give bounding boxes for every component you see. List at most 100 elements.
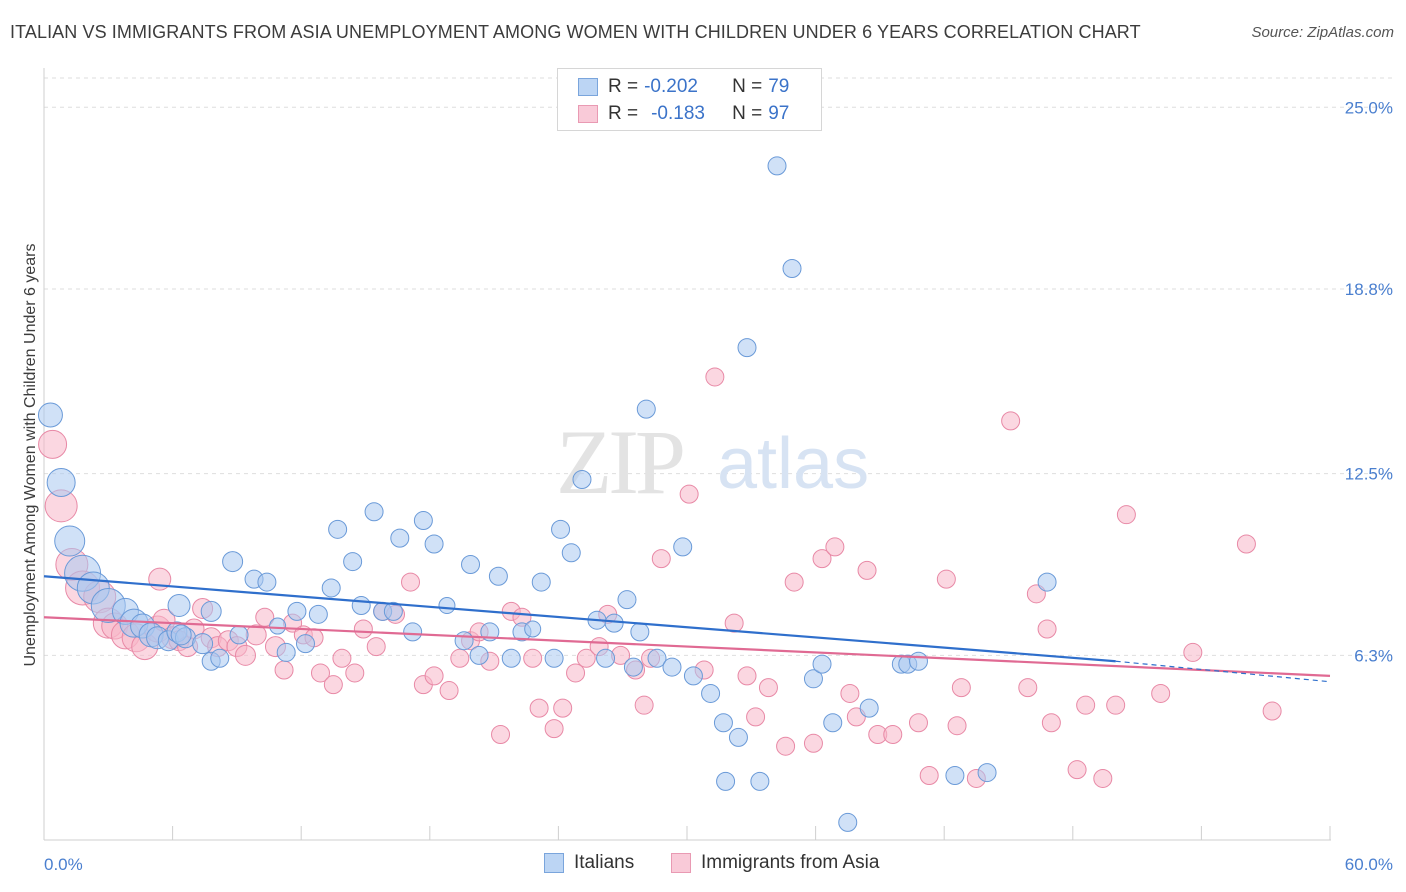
asia-point xyxy=(424,666,444,686)
bottom-legend-swatch-italians xyxy=(544,853,564,873)
watermark-atlas: atlas xyxy=(717,424,869,504)
bottom-legend: Italians Immigrants from Asia xyxy=(0,852,1406,876)
legend-r-label: R = xyxy=(608,103,639,124)
asia-point xyxy=(746,707,766,727)
italians-point xyxy=(192,633,214,655)
asia-point xyxy=(1236,534,1256,554)
italians-point xyxy=(728,727,748,747)
italians-point xyxy=(572,470,592,490)
bottom-legend-asia: Immigrants from Asia xyxy=(671,852,879,874)
italians-point xyxy=(308,604,328,624)
italians-point xyxy=(364,502,384,522)
chart-title: ITALIAN VS IMMIGRANTS FROM ASIA UNEMPLOY… xyxy=(10,22,1141,42)
italians-point xyxy=(544,648,564,668)
italians-point xyxy=(636,399,656,419)
italians-point xyxy=(673,537,693,557)
italians-point xyxy=(701,683,721,703)
asia-point xyxy=(825,537,845,557)
legend-n-value: 97 xyxy=(768,103,790,124)
asia-point xyxy=(1001,411,1021,431)
asia-point xyxy=(908,713,928,733)
asia-point xyxy=(1151,683,1171,703)
italians-point xyxy=(413,511,433,531)
italians-point xyxy=(269,617,287,635)
legend-n-label: N = xyxy=(732,76,763,97)
italians-point xyxy=(210,648,230,668)
italians-point xyxy=(524,620,542,638)
italians-point xyxy=(461,555,481,575)
italians-point xyxy=(54,525,86,557)
italians-point xyxy=(222,551,244,573)
legend-swatch-asia xyxy=(578,105,598,123)
asia-point xyxy=(1037,619,1057,639)
legend-n-label: N = xyxy=(732,103,763,124)
italians-point xyxy=(488,566,508,586)
italians-point xyxy=(454,631,474,651)
asia-point xyxy=(310,663,330,683)
italians-point xyxy=(782,259,802,278)
italians-point xyxy=(767,156,787,176)
asia-point xyxy=(803,733,823,753)
italians-point xyxy=(859,698,879,718)
italians-point xyxy=(803,669,823,689)
asia-point xyxy=(353,619,373,639)
asia-point xyxy=(737,666,757,686)
italians-point xyxy=(945,766,965,786)
asia-point xyxy=(332,648,352,668)
italians-point xyxy=(257,572,277,592)
italians-point xyxy=(750,771,770,791)
italians-point xyxy=(328,519,348,539)
asia-point xyxy=(857,560,877,580)
italians-point xyxy=(662,657,682,677)
italians-point xyxy=(295,634,315,654)
italians-point xyxy=(229,625,249,645)
y-axis-label: Unemployment Among Women with Children U… xyxy=(22,243,39,666)
italians-point xyxy=(617,590,637,610)
italians-point xyxy=(630,622,650,642)
asia-point xyxy=(947,716,967,736)
italians-point xyxy=(647,648,667,668)
legend-r-label: R = xyxy=(608,76,639,97)
italians-point xyxy=(501,648,521,668)
italians-point xyxy=(351,596,371,616)
asia-point xyxy=(274,660,294,680)
bottom-legend-label-asia: Immigrants from Asia xyxy=(701,852,880,873)
italians-point xyxy=(287,601,307,621)
asia-point xyxy=(491,724,511,744)
italians-point xyxy=(46,467,76,497)
asia-point xyxy=(784,572,804,592)
asia-point xyxy=(776,736,796,756)
italians-point xyxy=(321,578,341,598)
series-italians-points xyxy=(37,156,1057,832)
x-tick-label: 60.0% xyxy=(1345,855,1393,874)
trend-lines xyxy=(43,575,1331,683)
asia-point xyxy=(401,572,421,592)
legend-row-italians: R = -0.202 N = 79 xyxy=(578,75,789,99)
asia-point xyxy=(634,695,654,715)
italians-point xyxy=(823,713,843,733)
asia-point xyxy=(38,429,68,459)
asia-point xyxy=(919,766,939,786)
asia-point xyxy=(234,644,256,666)
italians-point xyxy=(276,642,296,662)
italians-point xyxy=(438,597,456,615)
italians-point xyxy=(737,338,757,358)
italians-point xyxy=(531,572,551,592)
asia-point xyxy=(705,367,725,387)
asia-point xyxy=(679,484,699,504)
italians-point xyxy=(838,812,858,832)
asia-point xyxy=(840,683,860,703)
italians-point xyxy=(170,624,192,646)
asia-point xyxy=(1041,713,1061,733)
watermark-zip: ZIP xyxy=(556,411,683,513)
asia-point xyxy=(883,724,903,744)
italians-point xyxy=(561,543,581,563)
italians-point xyxy=(596,648,616,668)
italians-point xyxy=(683,666,703,686)
y-tick-label: 12.5% xyxy=(1345,465,1393,484)
asia-point xyxy=(323,675,343,695)
italians-point xyxy=(200,600,222,622)
italians-point xyxy=(167,594,191,618)
italians-point xyxy=(908,651,928,671)
